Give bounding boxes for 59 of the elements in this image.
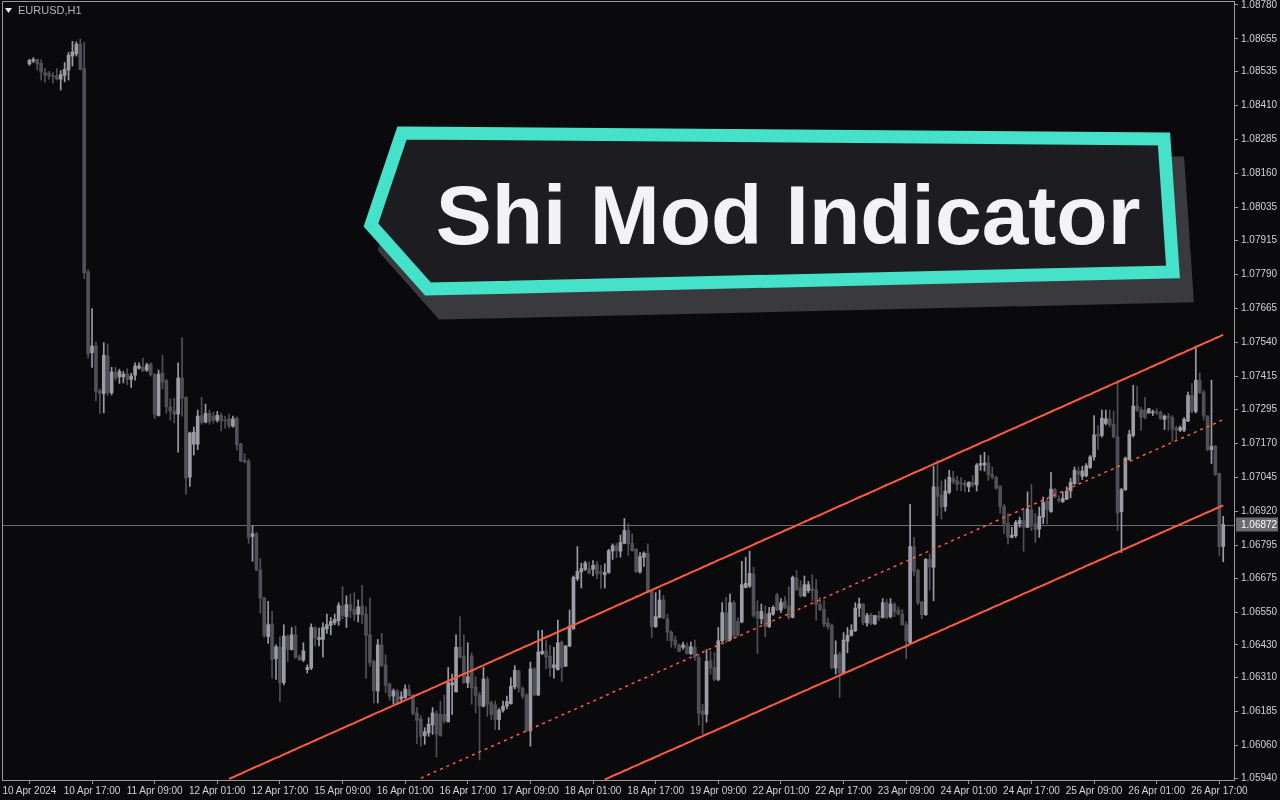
y-tick-label: 1.08655 [1241,32,1278,44]
x-tick-label: 22 Apr 01:00 [752,784,810,796]
candlestick [465,642,470,688]
x-tick-label: 17 Apr 09:00 [502,784,560,796]
y-tick-label: 1.07295 [1241,403,1278,415]
y-tick-label: 1.08035 [1241,201,1278,213]
candlestick [970,475,975,488]
candlestick [599,565,603,589]
y-tick-label: 1.07665 [1241,302,1278,314]
x-tick-label: 10 Apr 17:00 [63,784,121,796]
y-tick-label: 1.07170 [1241,437,1278,449]
y-tick-label: 1.06430 [1241,638,1278,650]
x-tick-label: 24 Apr 01:00 [940,784,998,796]
y-tick-label: 1.08160 [1241,167,1278,179]
chart-subtitle: EURUSD,H1 [18,4,82,16]
x-tick-label: 26 Apr 01:00 [1128,784,1186,796]
x-tick-label: 12 Apr 17:00 [251,784,309,796]
candlestick [1154,408,1159,416]
y-tick-label: 1.06310 [1241,671,1278,683]
x-tick-label: 22 Apr 17:00 [815,784,873,796]
y-tick-label: 1.06060 [1241,739,1278,751]
candlestick [317,627,321,647]
x-tick-label: 19 Apr 09:00 [689,784,748,796]
x-tick-label: 11 Apr 09:00 [126,784,184,796]
ref-line-label: 1.06872 [1241,518,1278,530]
candlestick [963,480,967,493]
x-tick-label: 26 Apr 17:00 [1190,784,1249,796]
y-tick-label: 1.06675 [1241,571,1278,583]
y-tick-label: 1.08410 [1241,99,1278,111]
x-tick-label: 16 Apr 01:00 [376,784,434,796]
x-tick-label: 25 Apr 09:00 [1065,784,1123,796]
x-tick-label: 12 Apr 01:00 [188,784,247,796]
text: Shi Mod Indicator [434,168,1142,262]
y-tick-label: 1.07045 [1241,471,1278,483]
y-tick-label: 1.07790 [1241,268,1278,280]
y-tick-label: 1.08780 [1241,0,1278,10]
y-tick-label: 1.06550 [1241,605,1278,617]
y-tick-label: 1.07915 [1241,234,1278,246]
x-tick-label: 18 Apr 01:00 [564,784,622,796]
x-tick-label: 23 Apr 09:00 [877,784,935,796]
candlestick [1096,425,1100,450]
y-tick-label: 1.08285 [1241,133,1278,145]
y-tick-label: 1.08535 [1241,65,1278,77]
y-tick-label: 1.07415 [1241,370,1278,382]
candlestick [51,72,55,84]
y-tick-label: 1.06795 [1241,539,1278,551]
line-series [420,418,1224,779]
candlestick [172,397,177,424]
x-tick-label: 15 Apr 09:00 [314,784,372,796]
y-tick-label: 1.06920 [1241,505,1278,517]
y-tick-label: 1.06185 [1241,705,1278,717]
x-tick-label: 16 Apr 17:00 [439,784,497,796]
candlestick [90,308,94,368]
x-tick-label: 10 Apr 2024 [2,784,57,796]
x-tick-label: 18 Apr 17:00 [627,784,685,796]
y-tick-label: 1.05940 [1241,772,1278,784]
y-tick-label: 1.07540 [1241,336,1278,348]
candlestick [959,477,963,492]
x-tick-label: 24 Apr 17:00 [1003,784,1061,796]
